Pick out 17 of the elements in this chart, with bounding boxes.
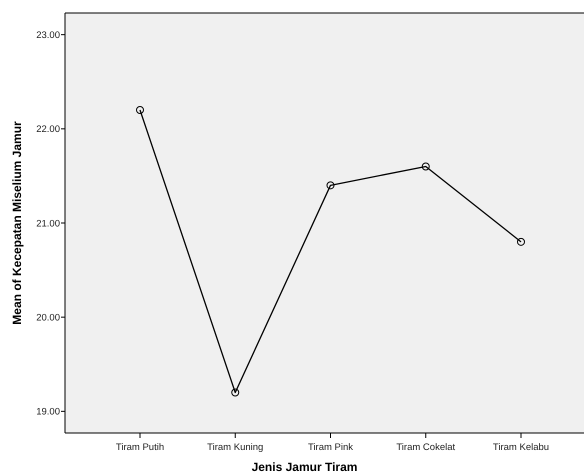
y-tick-label: 20.00 xyxy=(36,312,60,324)
y-axis-title: Mean of Kecepatan Miselium Jamur xyxy=(10,120,24,325)
point xyxy=(517,238,525,246)
point xyxy=(136,106,144,114)
x-tick-label: Tiram Putih xyxy=(116,442,164,453)
y-tick-label: 23.00 xyxy=(36,30,60,41)
y-tick-label: 19.00 xyxy=(36,406,60,418)
y-tick-label: 21.00 xyxy=(36,218,60,230)
x-axis-title: Jenis Jamur Tiram xyxy=(252,460,358,474)
point xyxy=(422,162,430,170)
x-tick-label: Tiram Kelabu xyxy=(492,442,550,453)
x-tick-label: Tiram Cokelat xyxy=(396,442,456,453)
point xyxy=(326,181,334,190)
x-tick-label: Tiram Kuning xyxy=(207,442,264,453)
y-tick-label: 22.00 xyxy=(36,124,60,136)
point xyxy=(231,388,240,397)
x-tick-label: Tiram Pink xyxy=(308,442,354,453)
